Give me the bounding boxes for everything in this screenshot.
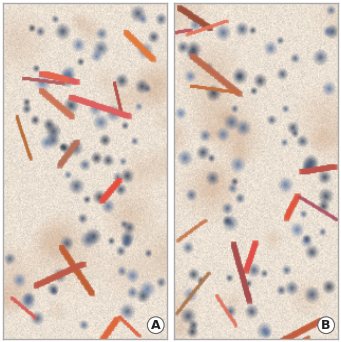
Text: A: A [151,319,161,332]
Text: B: B [321,319,331,332]
